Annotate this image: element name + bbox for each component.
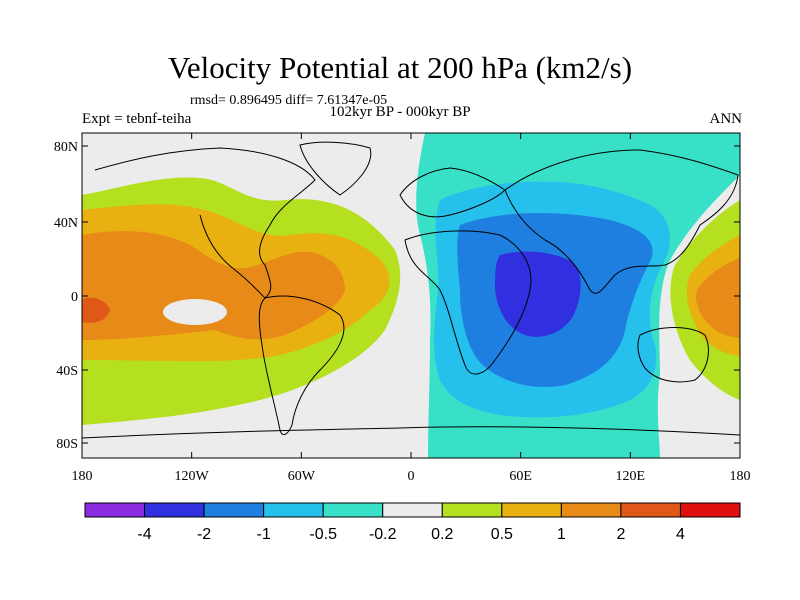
colorbar-swatch	[203, 502, 265, 518]
lat-tick-label: 40S	[56, 364, 78, 379]
longitude-labels: 180 120W 60W 0 60E 120E 180	[72, 469, 751, 484]
colorbar-labels: -4 -2 -1 -0.5 -0.2 0.2 0.5 1 2 4	[137, 526, 685, 543]
coast-asia	[504, 149, 739, 294]
colorbar-label: 2	[616, 526, 625, 543]
contour-hole	[163, 299, 227, 325]
contour-positive-1	[82, 231, 345, 340]
lon-tick-label: 120E	[616, 469, 646, 484]
colorbar-swatch	[441, 502, 503, 518]
colorbar-label: -0.5	[309, 526, 337, 543]
latitude-labels: 80N 40N 0 40S 80S	[54, 140, 78, 452]
colorbar-label: 0.2	[431, 526, 453, 543]
coast-greenland	[299, 141, 372, 196]
lon-tick-label: 60W	[288, 469, 316, 484]
coastlines	[82, 141, 740, 439]
coast-africa	[404, 230, 532, 375]
colorbar-swatch	[501, 502, 562, 518]
coast-south-america	[258, 295, 345, 436]
colorbar-label: -4	[137, 526, 151, 543]
coast-central-america	[199, 214, 266, 299]
colorbar-swatch	[560, 502, 622, 518]
lon-tick-label: 0	[408, 469, 415, 484]
colorbar-label: 0.5	[491, 526, 513, 543]
lon-tick-label: 60E	[509, 469, 532, 484]
lon-tick-label: 180	[72, 469, 93, 484]
colorbar-label: 4	[676, 526, 685, 543]
lat-tick-label: 40N	[54, 216, 78, 231]
lon-tick-label: 120W	[175, 469, 210, 484]
contour-negative-2	[495, 251, 581, 337]
colorbar-swatch	[620, 502, 681, 518]
map-title: Velocity Potential at 200 hPa (km2/s)	[167, 50, 633, 85]
colorbar-swatch	[382, 502, 443, 518]
colorbar-swatch	[679, 502, 741, 518]
contour-positive-2	[82, 297, 110, 323]
colorbar-swatch	[144, 502, 205, 518]
coast-antarctica	[82, 426, 740, 439]
experiment-label: Expt = tebnf-teiha	[82, 111, 192, 127]
colorbar-label: -1	[257, 526, 271, 543]
colorbar-label: -0.2	[369, 526, 397, 543]
lat-tick-label: 80N	[54, 140, 78, 155]
map-subtitle: 102kyr BP - 000kyr BP	[329, 104, 471, 120]
colorbar-swatch	[263, 502, 324, 518]
stats-text: rmsd= 0.896495 diff= 7.61347e-05	[190, 93, 388, 108]
axis-ticks	[81, 133, 741, 458]
lat-tick-label: 0	[71, 290, 78, 305]
contour-field	[82, 133, 740, 458]
lon-tick-label: 180	[730, 469, 751, 484]
colorbar-label: -2	[197, 526, 211, 543]
coast-north-america	[94, 147, 316, 299]
lat-tick-label: 80S	[56, 437, 78, 452]
colorbar	[84, 502, 741, 518]
coast-australia	[637, 327, 709, 383]
contour-positive-1-west-pacific	[695, 258, 740, 338]
season-label: ANN	[709, 111, 743, 127]
colorbar-swatch	[84, 502, 146, 518]
colorbar-label: 1	[557, 526, 566, 543]
colorbar-swatch	[322, 502, 384, 518]
